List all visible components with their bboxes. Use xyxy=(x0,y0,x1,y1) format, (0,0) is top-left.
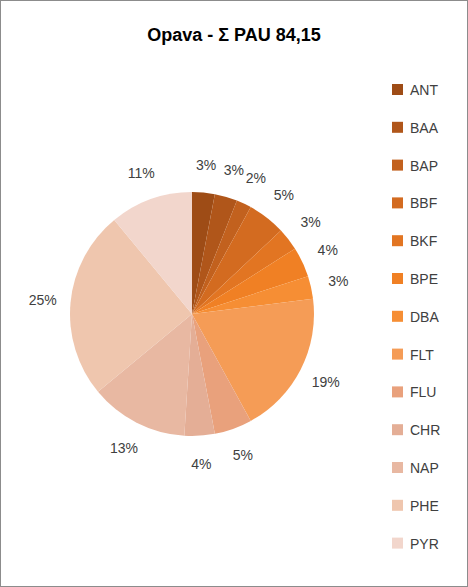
legend-swatch xyxy=(392,349,403,360)
slice xyxy=(114,192,192,314)
data-label: 19% xyxy=(312,374,340,390)
legend-swatch xyxy=(392,197,403,208)
legend-swatch xyxy=(392,235,403,246)
legend-label: BBF xyxy=(410,195,437,211)
legend-label: BAP xyxy=(410,158,438,174)
legend-swatch xyxy=(392,311,403,322)
legend-label: BPE xyxy=(410,271,438,287)
legend-swatch xyxy=(392,424,403,435)
legend-swatch xyxy=(392,462,403,473)
data-label: 5% xyxy=(233,447,253,463)
data-label: 11% xyxy=(128,165,155,181)
data-label: 4% xyxy=(191,456,211,472)
data-label: 3% xyxy=(300,214,320,230)
legend-label: CHR xyxy=(410,422,440,438)
legend-label: DBA xyxy=(410,309,439,325)
data-label: 5% xyxy=(274,187,294,203)
legend-swatch xyxy=(392,84,403,95)
legend: ANT BAA BAP BBF BKF BPE DBA FLT FLU CHR NAP PHE PYR xyxy=(392,82,440,552)
data-label: 3% xyxy=(328,273,348,289)
data-label: 2% xyxy=(246,170,266,186)
legend-label: FLU xyxy=(410,384,436,400)
legend-label: FLT xyxy=(410,347,434,363)
data-labels: 3%3%2%5%3%4%3%19%5%4%13%25%11% xyxy=(29,157,349,472)
legend-swatch xyxy=(392,273,403,284)
data-label: 25% xyxy=(29,292,57,308)
frame xyxy=(1,1,468,587)
title: Opava - Σ PAU 84,15 xyxy=(147,25,321,45)
legend-swatch xyxy=(392,160,403,171)
legend-label: BKF xyxy=(410,233,437,249)
legend-label: PYR xyxy=(410,536,439,552)
legend-swatch xyxy=(392,122,403,133)
legend-label: NAP xyxy=(410,460,439,476)
data-label: 3% xyxy=(224,162,244,178)
legend-swatch xyxy=(392,538,403,549)
data-label: 13% xyxy=(110,440,138,456)
legend-label: PHE xyxy=(410,498,439,514)
legend-swatch xyxy=(392,500,403,511)
data-label: 3% xyxy=(196,157,216,173)
pie xyxy=(70,192,314,436)
legend-label: ANT xyxy=(410,82,438,98)
chart: Opava - Σ PAU 84,153%3%2%5%3%4%3%19%5%4%… xyxy=(0,0,468,587)
legend-swatch xyxy=(392,386,403,397)
data-label: 4% xyxy=(318,242,338,258)
legend-label: BAA xyxy=(410,120,439,136)
